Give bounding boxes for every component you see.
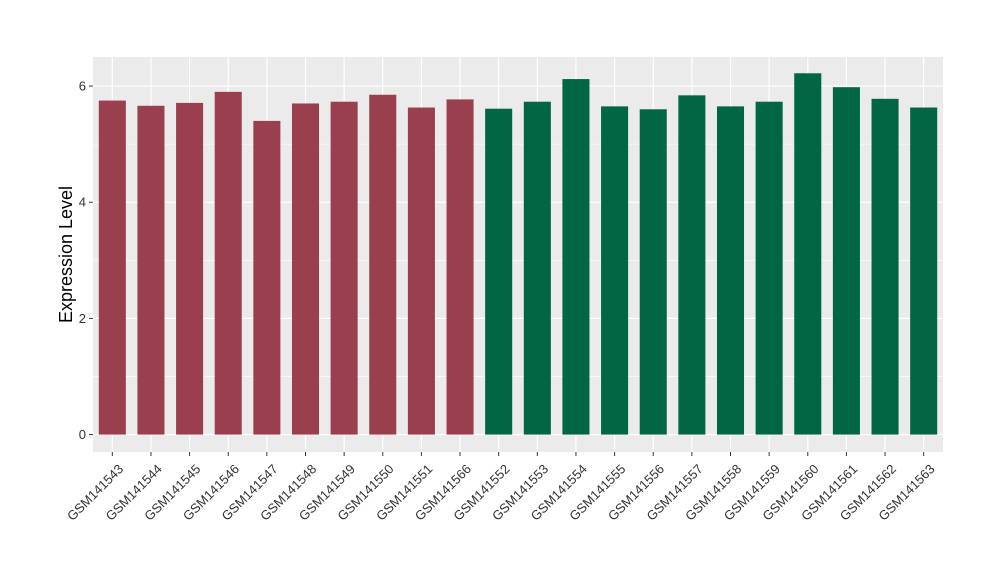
bar-GSM141552: [485, 108, 513, 435]
bar-GSM141547: [253, 120, 281, 435]
bar-GSM141544: [137, 105, 165, 435]
bar-GSM141546: [214, 91, 242, 435]
y-tick-label: 4: [79, 195, 86, 210]
y-tick-label: 2: [79, 311, 86, 326]
bar-GSM141543: [98, 100, 126, 435]
bar-GSM141559: [755, 101, 783, 435]
bar-GSM141550: [369, 94, 397, 435]
bar-GSM141554: [562, 79, 590, 435]
bar-GSM141549: [330, 101, 358, 435]
bar-GSM141560: [794, 73, 822, 435]
bar-GSM141557: [678, 95, 706, 435]
x-axis: GSM141543GSM141544GSM141545GSM141546GSM1…: [64, 452, 938, 524]
y-tick-label: 6: [79, 79, 86, 94]
bar-GSM141548: [291, 103, 320, 435]
bar-GSM141545: [176, 102, 204, 435]
y-axis-title: Expression Level: [56, 186, 76, 323]
bar-GSM141555: [601, 106, 629, 435]
bar-GSM141562: [871, 98, 899, 435]
y-tick-label: 0: [79, 427, 86, 442]
bar-GSM141563: [910, 107, 938, 435]
bar-GSM141551: [407, 107, 435, 435]
bars: [98, 73, 938, 435]
bar-GSM141553: [523, 101, 551, 435]
bar-GSM141558: [716, 106, 745, 435]
bar-GSM141556: [639, 109, 667, 435]
y-axis: 0 2 4 6: [79, 79, 93, 442]
bar-GSM141566: [446, 99, 474, 435]
bar-GSM141561: [832, 87, 860, 435]
